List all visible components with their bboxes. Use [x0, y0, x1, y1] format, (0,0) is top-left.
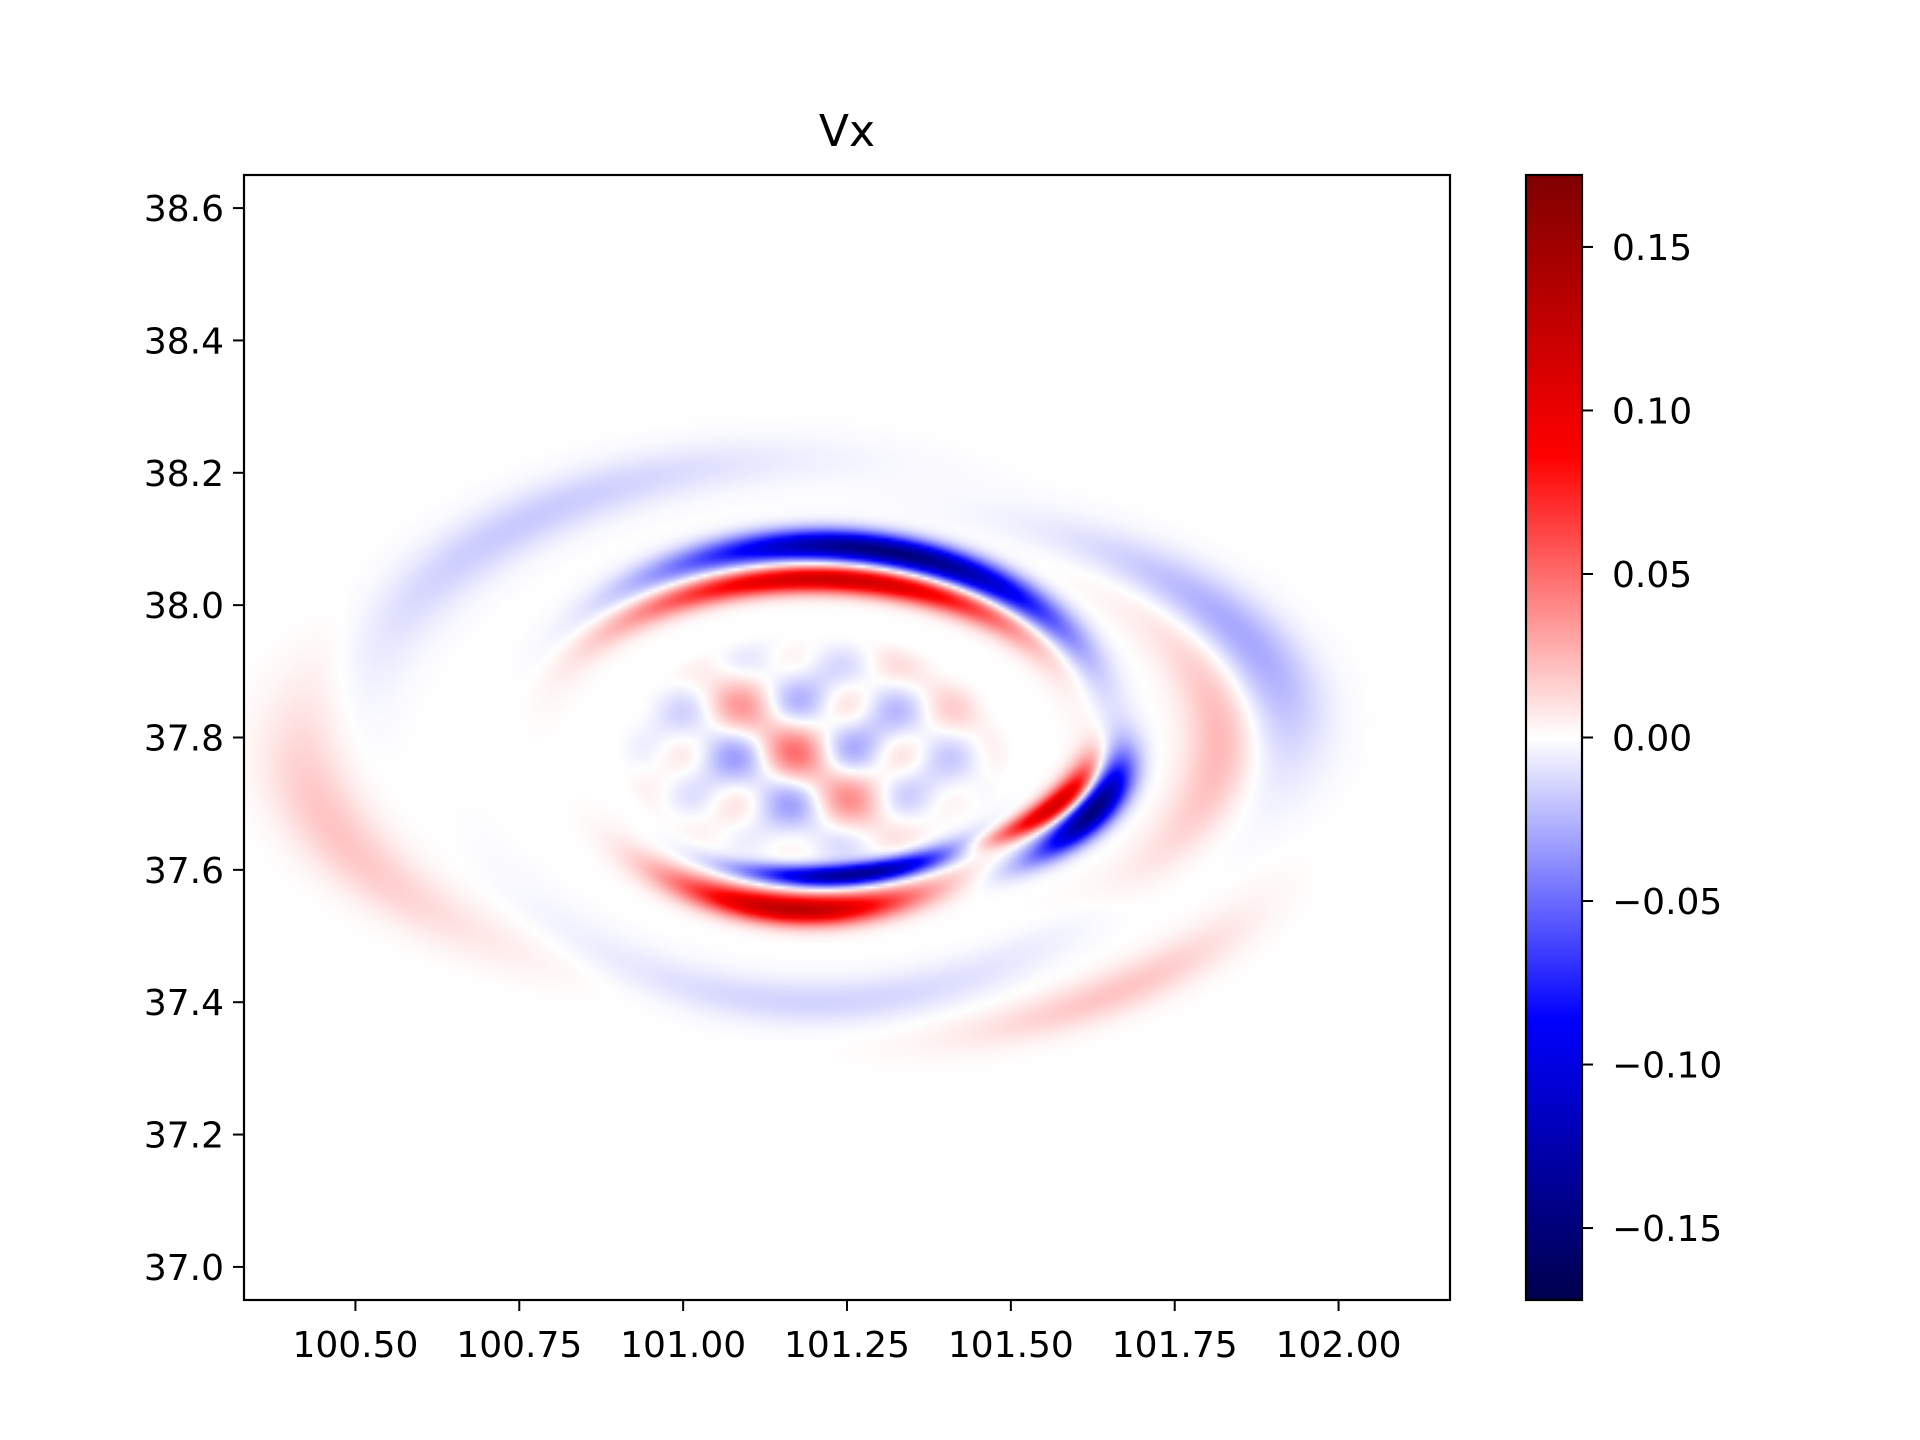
- colorbar-tick-label: 0.10: [1612, 391, 1692, 432]
- y-tick-label: 38.0: [144, 586, 224, 627]
- x-tick-label: 102.00: [1276, 1325, 1402, 1366]
- plot-area: 100.50 100.75 101.00 101.25 101.50 101.75 102.…: [144, 173, 1452, 1366]
- chart-title: Vx: [819, 106, 875, 157]
- colorbar-tick-label: −0.15: [1612, 1209, 1722, 1250]
- colorbar-gradient: [1526, 175, 1582, 1300]
- colorbar-tick-label: −0.05: [1612, 882, 1722, 923]
- x-tick-label: 101.50: [948, 1325, 1074, 1366]
- heatmap-canvas: [244, 175, 1450, 1300]
- x-tick-label: 101.00: [620, 1325, 746, 1366]
- y-tick-label: 37.2: [144, 1116, 224, 1157]
- x-tick-label: 100.75: [456, 1325, 582, 1366]
- heatmap-image: [244, 175, 1450, 1300]
- colorbar-ticks: 0.15 0.10 0.05 0.00 −0.05 −0.10 −0.15: [1582, 228, 1722, 1250]
- colorbar-tick-label: 0.00: [1612, 719, 1692, 760]
- y-tick-label: 37.6: [144, 851, 224, 892]
- x-tick-label: 101.25: [784, 1325, 910, 1366]
- colorbar-tick-label: −0.10: [1612, 1046, 1722, 1087]
- x-axis: 100.50 100.75 101.00 101.25 101.50 101.75 102.…: [292, 1300, 1402, 1366]
- y-tick-label: 37.4: [144, 983, 224, 1024]
- y-tick-label: 38.2: [144, 454, 224, 495]
- y-tick-label: 37.8: [144, 719, 224, 760]
- x-tick-label: 101.75: [1112, 1325, 1238, 1366]
- y-tick-label: 38.6: [144, 189, 224, 230]
- colorbar-tick-label: 0.15: [1612, 228, 1692, 269]
- y-axis: 37.0 37.2 37.4 37.6 37.8 38.0 38.2 38.4 38.6: [144, 189, 244, 1289]
- y-tick-label: 37.0: [144, 1248, 224, 1289]
- x-tick-label: 100.50: [292, 1325, 418, 1366]
- colorbar: 0.15 0.10 0.05 0.00 −0.05 −0.10 −0.15: [1524, 173, 1722, 1302]
- colorbar-tick-label: 0.05: [1612, 555, 1692, 596]
- y-tick-label: 38.4: [144, 321, 224, 362]
